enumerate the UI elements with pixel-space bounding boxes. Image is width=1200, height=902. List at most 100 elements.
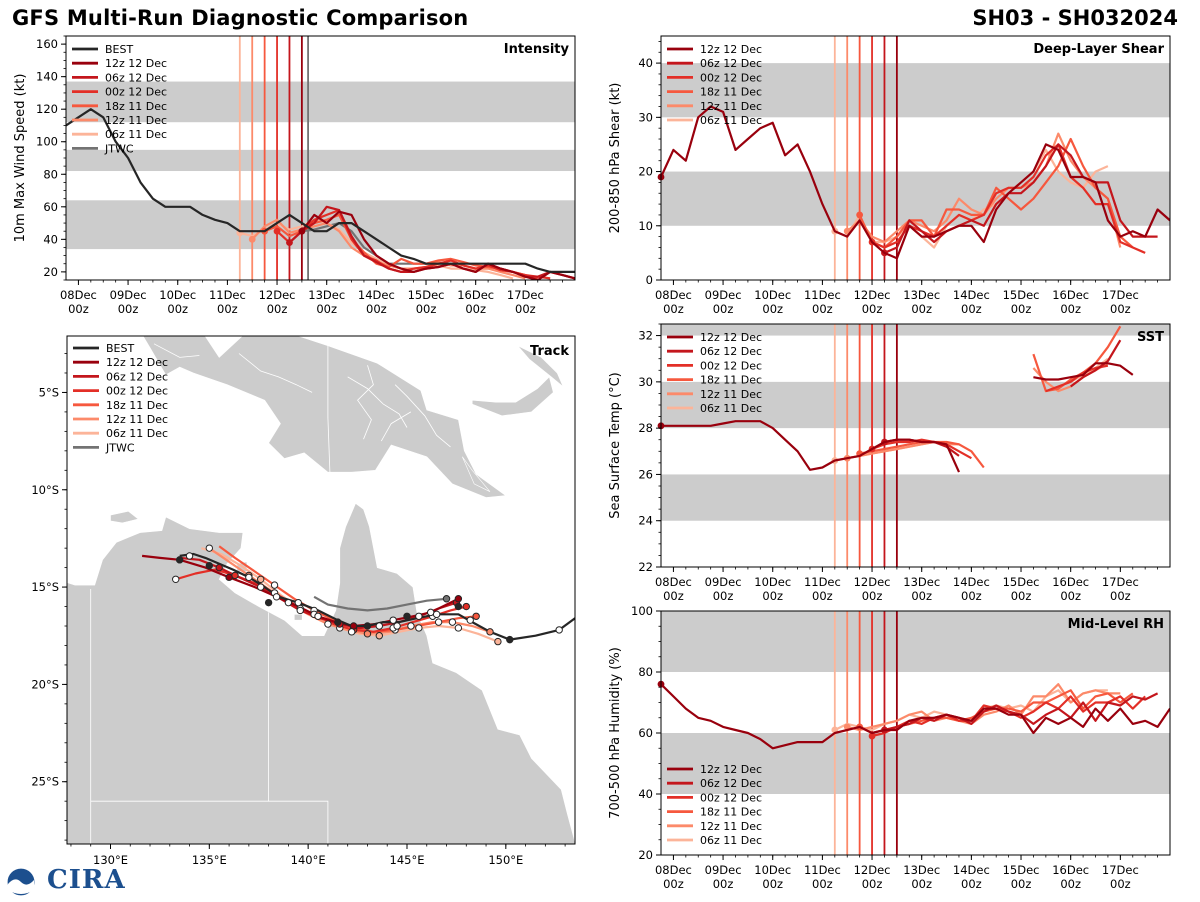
- rh-y-tick-label: 80: [638, 665, 653, 679]
- intensity-y-tick-label: 80: [43, 167, 58, 181]
- rh-panel-title: Mid-Level RH: [1068, 617, 1164, 632]
- intensity-y-axis-label: 10m Max Wind Speed (kt): [13, 74, 28, 243]
- rh-x-tick-label-hour: 00z: [862, 877, 883, 891]
- nt-qld-sa-border: [268, 612, 329, 844]
- shear-legend-label-12z-12-dec: 12z 12 Dec: [700, 43, 762, 56]
- shear-y-tick-label: 20: [638, 165, 653, 179]
- sst-x-tick-label-hour: 00z: [663, 589, 684, 603]
- rh-y-tick-label: 20: [638, 848, 653, 862]
- intensity-x-tick-label-date: 11Dec: [209, 288, 246, 302]
- track-series-best-marker: [403, 612, 411, 620]
- shear-x-tick-label-date: 17Dec: [1102, 288, 1139, 302]
- cira-logo: CIRA: [5, 865, 125, 898]
- rh-series-12z-11-dec-line-0: [846, 683, 1121, 732]
- rh-y-tick-label: 60: [638, 726, 653, 740]
- track-series-best-marker: [506, 635, 514, 644]
- shear-x-tick-label-hour: 00z: [762, 302, 783, 316]
- track-series-06z-11-dec-marker: [494, 637, 502, 646]
- track-x-tick-label: 145°E: [390, 853, 425, 867]
- rh-x-tick-label-date: 10Dec: [754, 863, 791, 877]
- track-series-best-marker: [294, 598, 302, 607]
- intensity-series-12z-11-dec-start-marker: [248, 235, 256, 243]
- sst-y-tick-label: 32: [638, 329, 653, 343]
- rh-legend-label-12z-12-dec: 12z 12 Dec: [700, 763, 762, 776]
- papua-east-peninsula: [462, 456, 491, 492]
- sst-series-12z-12-dec-line-0: [661, 420, 961, 473]
- tiwi-islands-landmass: [110, 510, 139, 524]
- track-series-12z-12-dec-marker: [427, 608, 435, 617]
- track-series-00z-12-dec-marker: [231, 571, 239, 580]
- intensity-y-tick-label: 20: [43, 265, 58, 279]
- track-x-tick-label: 135°E: [192, 853, 227, 867]
- sst-x-tick-label-hour: 00z: [1011, 589, 1032, 603]
- intensity-shade-band-2: [66, 81, 575, 123]
- shear-x-tick-label-date: 10Dec: [754, 288, 791, 302]
- intensity-x-tick-label-date: 08Dec: [60, 288, 97, 302]
- track-series-06z-11-dec-marker: [454, 624, 463, 632]
- track-legend-label-06z-11-dec: 06z 11 Dec: [106, 427, 168, 440]
- intensity-x-tick-label-hour: 00z: [68, 302, 89, 316]
- sst-legend-label-00z-12-dec: 00z 12 Dec: [700, 359, 762, 372]
- sst-series-06z-12-dec-line-1: [1070, 339, 1122, 388]
- intensity-legend-label-jtwc: JTWC: [104, 142, 134, 155]
- track-series-jtwc-path: [313, 595, 447, 612]
- track-series-12z-11-dec-marker: [448, 618, 457, 626]
- track-map: 130°E 135°E 140°E 145°E 150°E 5°S 10°S 15°S 20°S…: [31, 335, 576, 867]
- track-x-tick-label: 150°E: [488, 853, 523, 867]
- track-series-06z-12-dec-marker: [415, 612, 423, 620]
- rh-x-tick-label-hour: 00z: [1060, 877, 1081, 891]
- rh-x-tick-label-hour: 00z: [812, 877, 833, 891]
- track-y-tick-label: 10°S: [31, 483, 59, 497]
- track-series-12z-11-dec-path: [208, 547, 491, 635]
- intensity-x-tick-label-hour: 00z: [465, 302, 486, 316]
- track-series-18z-11-dec-marker: [434, 618, 443, 626]
- rh-x-tick-label-date: 17Dec: [1102, 863, 1139, 877]
- track-series-12z-11-dec-marker: [363, 630, 372, 638]
- shear-x-tick-label-hour: 00z: [663, 302, 684, 316]
- rh-legend-label-18z-11-dec: 18z 11 Dec: [700, 806, 762, 819]
- intensity-y-tick-label: 160: [36, 37, 58, 51]
- sst-plot-frame: [660, 323, 1171, 568]
- intensity-legend-label-12z-12-dec: 12z 12 Dec: [105, 57, 167, 70]
- intensity-shade-band-1: [66, 149, 575, 172]
- rh-x-tick-label-hour: 00z: [911, 877, 932, 891]
- rh-x-tick-label-date: 15Dec: [1003, 863, 1040, 877]
- sst-y-tick-label: 22: [638, 560, 653, 574]
- sst-x-tick-label-date: 13Dec: [903, 575, 940, 589]
- cira-logo-text: CIRA: [47, 865, 126, 895]
- sst-x-tick-label-hour: 00z: [812, 589, 833, 603]
- rh-x-tick-label-date: 08Dec: [655, 863, 692, 877]
- rh-x-tick-label-date: 16Dec: [1052, 863, 1089, 877]
- intensity-chart: 20 40 60 80 100 120 140 160 10m Max Wind Speed (…: [13, 35, 576, 316]
- sst-x-tick-label-date: 17Dec: [1102, 575, 1139, 589]
- rh-x-tick-label-hour: 00z: [1110, 877, 1131, 891]
- track-series-12z-12-dec-marker: [454, 595, 463, 603]
- figure-title: GFS Multi-Run Diagnostic Comparison: [12, 6, 469, 30]
- sst-x-tick-label-hour: 00z: [713, 589, 734, 603]
- track-landmass: [67, 336, 575, 844]
- shear-series-18z-11-dec-start-marker: [856, 211, 864, 219]
- shear-legend-label-00z-12-dec: 00z 12 Dec: [700, 71, 762, 84]
- intensity-y-tick-label: 40: [43, 232, 58, 246]
- shear-y-axis-label: 200-850 hPa Shear (kt): [608, 83, 623, 234]
- rh-legend-label-06z-11-dec: 06z 11 Dec: [700, 834, 762, 847]
- track-series-12z-11-dec-marker: [486, 628, 494, 636]
- shear-shade-band-1: [661, 63, 1170, 118]
- track-series-12z-11-dec-marker: [407, 622, 415, 630]
- track-y-tick-label: 20°S: [31, 677, 59, 691]
- new-britain-landmass: [471, 376, 554, 417]
- sst-y-tick-label: 30: [638, 375, 653, 389]
- shear-x-tick-label-date: 14Dec: [953, 288, 990, 302]
- track-series-best-marker: [454, 602, 463, 611]
- sst-x-tick-label-hour: 00z: [862, 589, 883, 603]
- sst-series-12z-12-dec-line-1: [1033, 362, 1134, 381]
- sst-panel-title: SST: [1137, 330, 1164, 345]
- sst-x-tick-label-date: 09Dec: [705, 575, 742, 589]
- sst-x-tick-label-hour: 00z: [961, 589, 982, 603]
- rh-x-tick-label-hour: 00z: [762, 877, 783, 891]
- shear-x-tick-label-hour: 00z: [812, 302, 833, 316]
- intensity-series-12z-12-dec-line-0: [301, 210, 575, 280]
- intensity-series-00z-12-dec-start-marker: [273, 227, 281, 235]
- track-series-best-marker: [185, 552, 194, 560]
